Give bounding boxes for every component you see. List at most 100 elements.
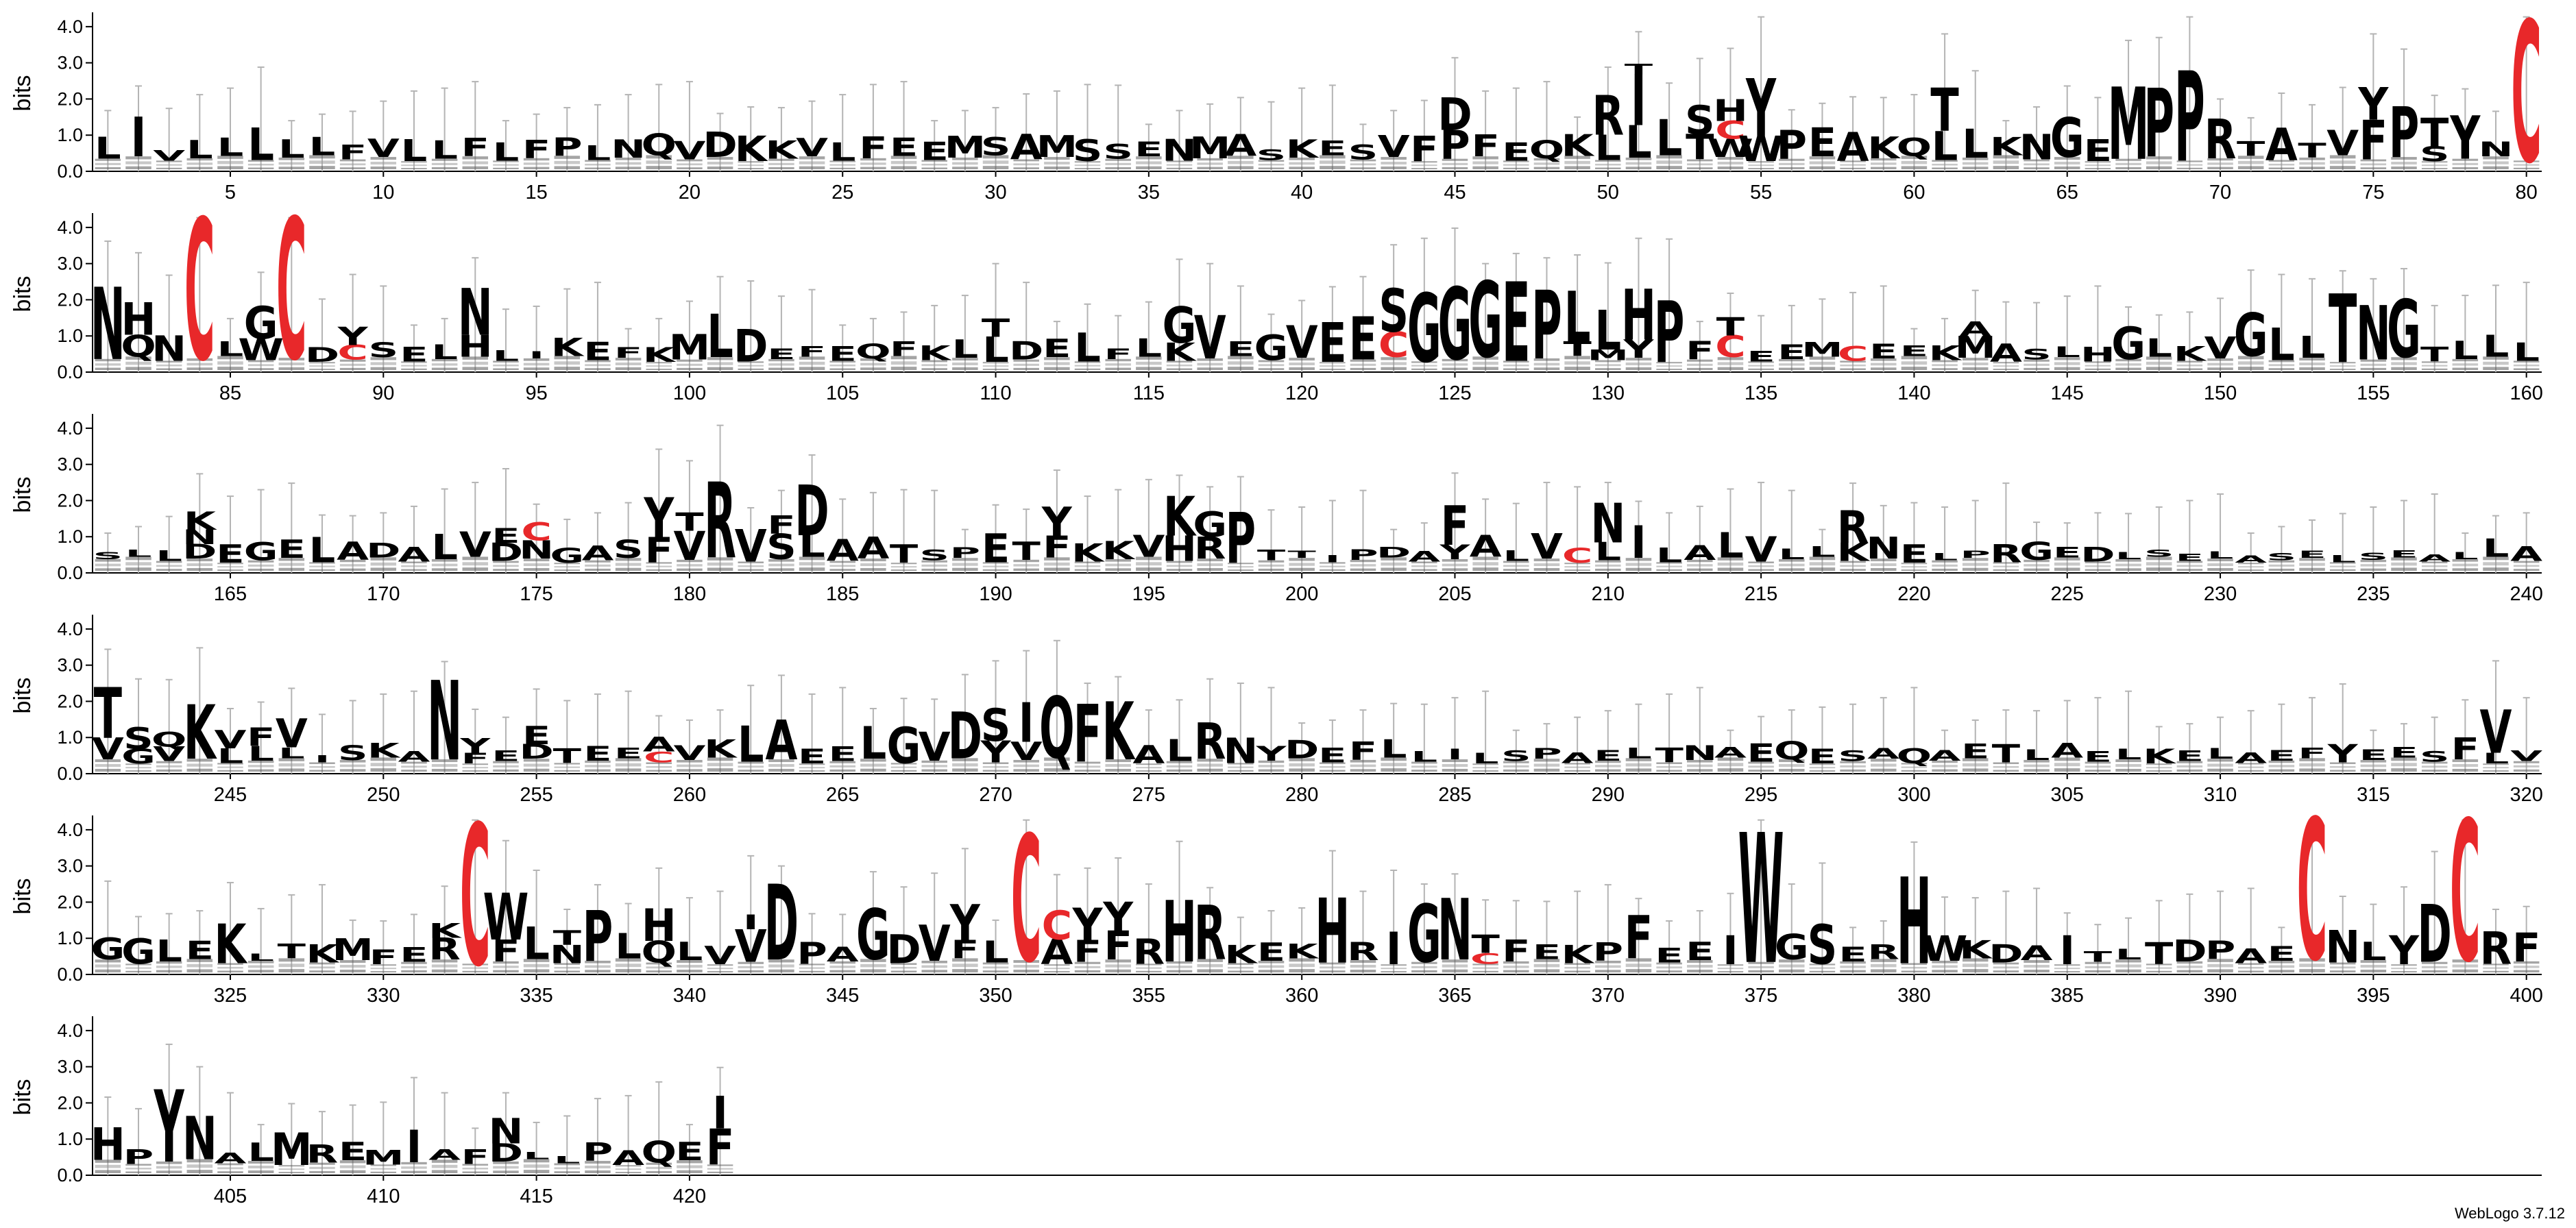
minor-residues (646, 770, 672, 772)
minor-residues (1656, 362, 1682, 364)
minor-residues (1074, 365, 1101, 367)
x-tick-label: 410 (367, 1186, 400, 1207)
x-tick-label: 280 (1285, 784, 1318, 806)
residue-A: A (1837, 124, 1869, 170)
minor-residues (309, 365, 335, 367)
minor-residues (1595, 760, 1621, 763)
x-tick-label: 155 (2357, 382, 2390, 404)
residue-Y: Y (1102, 894, 1134, 940)
residue-R: R (1837, 502, 1869, 554)
residue-V: V (367, 134, 400, 163)
minor-residues (2483, 166, 2509, 169)
minor-residues (615, 157, 642, 160)
minor-residues (890, 970, 917, 972)
residue-K: K (184, 689, 217, 776)
minor-residues (707, 763, 733, 767)
minor-residues (1013, 367, 1039, 370)
minor-residues (2085, 961, 2111, 964)
minor-residues (2054, 357, 2080, 360)
minor-residues (2329, 155, 2356, 159)
residue-K: K (643, 344, 677, 367)
residue-I: I (528, 349, 544, 361)
residue-E: E (1900, 540, 1928, 569)
minor-residues (2329, 369, 2356, 371)
residue-D: D (948, 699, 982, 774)
minor-residues (2237, 160, 2264, 164)
minor-residues (278, 367, 305, 370)
residue-P: P (1531, 271, 1562, 381)
minor-residues (1105, 959, 1131, 963)
x-tick-label: 185 (826, 583, 859, 605)
residue-E: E (2268, 747, 2296, 764)
minor-residues (2207, 759, 2233, 762)
residue-K: K (367, 739, 402, 762)
residue-S: S (1501, 748, 1531, 765)
minor-residues (278, 763, 305, 767)
minor-residues (1779, 759, 1805, 763)
minor-residues (646, 765, 672, 768)
residue-K: K (1867, 131, 1901, 165)
minor-residues (1717, 757, 1744, 761)
minor-residues (1289, 768, 1315, 772)
residue-A: A (1562, 749, 1594, 766)
residue-L: L (431, 341, 458, 364)
residue-T: T (2084, 948, 2112, 966)
residue-P: P (123, 1146, 154, 1168)
minor-residues (339, 965, 366, 968)
minor-residues (921, 970, 947, 972)
minor-residues (1932, 364, 1958, 367)
minor-residues (707, 367, 733, 370)
x-tick-label: 125 (1438, 382, 1471, 404)
residue-V: V (459, 525, 491, 565)
residue-V: V (1132, 530, 1165, 564)
x-tick-label: 330 (367, 985, 400, 1007)
minor-residues (1105, 568, 1131, 571)
minor-residues (1258, 765, 1285, 768)
residue-Y: Y (2357, 79, 2389, 131)
minor-residues (2024, 568, 2050, 571)
residue-G: G (244, 297, 278, 349)
minor-residues (1442, 769, 1468, 772)
minor-residues (1503, 167, 1529, 169)
residue-T: T (1471, 930, 1499, 959)
minor-residues (217, 160, 243, 164)
minor-residues (1687, 167, 1713, 169)
minor-residues (2207, 963, 2233, 968)
minor-residues (1320, 770, 1346, 772)
minor-residues (615, 162, 642, 165)
minor-residues (401, 970, 427, 972)
minor-residues (247, 364, 274, 367)
minor-residues (1503, 565, 1529, 567)
minor-residues (1687, 359, 1713, 362)
residue-V: V (153, 147, 185, 164)
minor-residues (186, 358, 213, 361)
minor-residues (462, 963, 489, 966)
minor-residues (2483, 770, 2509, 772)
minor-residues (339, 1160, 366, 1164)
residue-L: L (738, 715, 764, 774)
minor-residues (585, 368, 611, 370)
residue-E: E (2084, 748, 2112, 765)
minor-residues (768, 759, 794, 763)
minor-residues (1320, 562, 1346, 564)
residue-W: W (483, 880, 529, 955)
residue-N: N (1682, 742, 1717, 765)
minor-residues (677, 970, 703, 972)
minor-residues (156, 966, 182, 968)
minor-residues (738, 365, 764, 367)
minor-residues (401, 168, 427, 170)
residue-K: K (1163, 484, 1197, 548)
minor-residues (2085, 970, 2111, 972)
minor-residues (1381, 562, 1407, 566)
minor-residues (2360, 759, 2387, 763)
minor-residues (1840, 160, 1866, 162)
minor-residues (1074, 966, 1101, 968)
minor-residues (2329, 569, 2356, 571)
minor-residues (462, 1167, 489, 1170)
residue-G: G (2111, 318, 2146, 370)
minor-residues (1074, 765, 1101, 768)
residue-E: E (339, 1138, 367, 1166)
minor-residues (768, 363, 794, 366)
minor-residues (156, 164, 182, 166)
y-tick-label: 2.0 (57, 691, 83, 711)
